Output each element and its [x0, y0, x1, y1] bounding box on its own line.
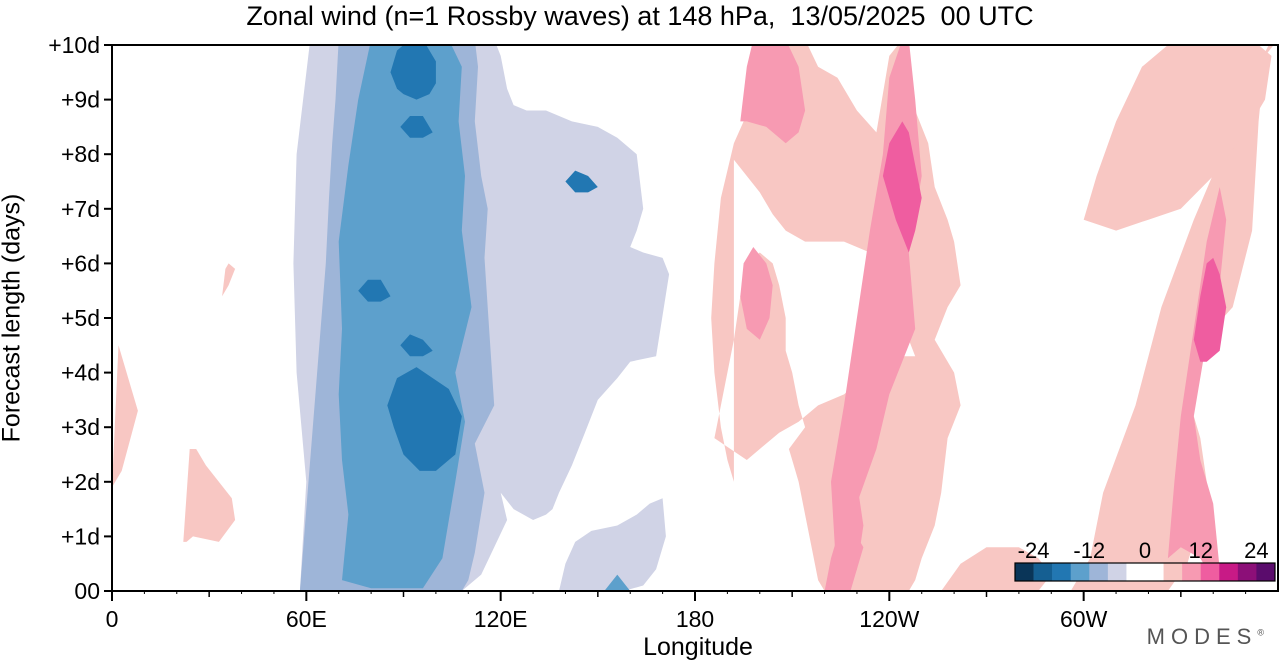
y-tick-label: +7d	[61, 196, 100, 222]
chart-title: Zonal wind (n=1 Rossby waves) at 148 hPa…	[246, 1, 1034, 31]
colorbar-swatch	[1145, 563, 1164, 581]
contour-region-4-5	[1083, 45, 1272, 231]
colorbar-swatch	[1126, 563, 1146, 581]
contour-region--4-1	[559, 498, 666, 591]
y-tick-label: +1d	[61, 523, 100, 549]
contour-region-4-0	[112, 345, 138, 488]
y-tick-label: +8d	[61, 141, 100, 167]
colorbar-swatch	[1200, 563, 1220, 581]
contour-region--16-5	[565, 170, 598, 193]
x-tick-label: 60W	[1060, 606, 1108, 632]
colorbar-swatch	[1052, 563, 1072, 581]
x-tick-label: 180	[676, 606, 714, 632]
contour-region--16-1	[387, 367, 462, 471]
x-tick-label: 120E	[474, 606, 528, 632]
y-tick-label: +10d	[48, 32, 100, 58]
colorbar-swatch	[1182, 563, 1202, 581]
colorbar-label: 24	[1244, 538, 1268, 563]
contour-region-4-1	[183, 449, 236, 542]
contour-region--16-3	[400, 116, 433, 138]
colorbar-label: -12	[1073, 538, 1105, 563]
colorbar-swatch	[1163, 563, 1183, 581]
colorbar-swatch	[1219, 563, 1239, 581]
contour-region--12-1	[584, 574, 631, 591]
contour-region--16-0	[390, 45, 436, 100]
contour-region-12-0	[882, 121, 922, 253]
contour-region-4-2	[222, 263, 236, 297]
y-tick-label: +3d	[61, 414, 100, 440]
colorbar-swatch	[1237, 563, 1257, 581]
colorbar-swatch	[1089, 563, 1109, 581]
y-tick-label: +5d	[61, 305, 100, 331]
colorbar-swatch	[1015, 563, 1034, 581]
x-tick-label: 0	[106, 606, 119, 632]
contour-region-4-4	[1070, 45, 1274, 591]
x-tick-label: 120W	[859, 606, 919, 632]
colorbar-label: -24	[1018, 538, 1050, 563]
contour-region--16-4	[358, 279, 391, 302]
colorbar-label: 0	[1139, 538, 1151, 563]
contour-region-8-3	[824, 481, 864, 591]
colorbar-swatch	[1256, 563, 1276, 581]
y-tick-label: +6d	[61, 250, 100, 276]
y-tick-label: +2d	[61, 469, 100, 495]
contour-region-8-0	[740, 45, 806, 144]
contour-region-12-1	[1193, 257, 1227, 362]
y-tick-label: +9d	[61, 87, 100, 113]
contour-region--16-2	[400, 334, 433, 357]
y-tick-label: 00	[74, 578, 100, 604]
colorbar-legend: -24 -12 0 12 24	[1014, 538, 1276, 582]
colorbar-frame	[1014, 562, 1276, 582]
contour-region-8-1	[740, 247, 773, 340]
x-axis-label: Longitude	[643, 633, 753, 661]
x-tick-label: 60E	[286, 606, 327, 632]
contour-region-8-4	[844, 427, 864, 493]
colorbar-swatch	[1070, 563, 1090, 581]
y-tick-label: +4d	[61, 360, 100, 386]
colorbar-swatch	[1033, 563, 1053, 581]
colorbar-swatch	[1107, 563, 1127, 581]
colorbar-label: 12	[1188, 538, 1212, 563]
brand-logo: MODES®	[1146, 624, 1264, 649]
